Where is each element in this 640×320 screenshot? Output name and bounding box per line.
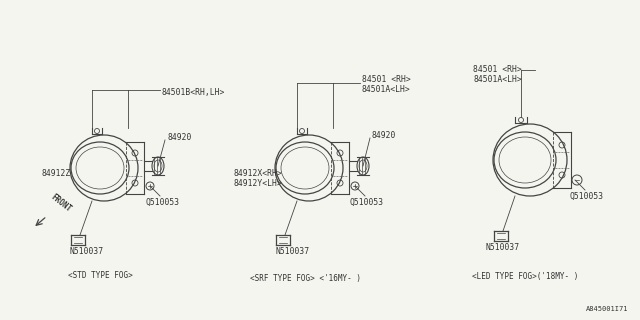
Text: 84912X<RH>: 84912X<RH> xyxy=(233,169,282,178)
Text: 84920: 84920 xyxy=(372,132,396,140)
Text: 84501A<LH>: 84501A<LH> xyxy=(473,76,522,84)
Text: 84912Z: 84912Z xyxy=(42,169,71,178)
Text: 84501A<LH>: 84501A<LH> xyxy=(362,85,411,94)
Text: 84912Y<LH>: 84912Y<LH> xyxy=(233,179,282,188)
Text: N510037: N510037 xyxy=(70,246,104,255)
Text: <LED TYPE FOG>('18MY- ): <LED TYPE FOG>('18MY- ) xyxy=(472,271,578,281)
Text: Q510053: Q510053 xyxy=(145,197,179,206)
Text: 84501B<RH,LH>: 84501B<RH,LH> xyxy=(162,87,225,97)
Text: <STD TYPE FOG>: <STD TYPE FOG> xyxy=(68,271,132,281)
Text: N510037: N510037 xyxy=(275,246,309,255)
Text: Q510053: Q510053 xyxy=(570,191,604,201)
Text: 84501 <RH>: 84501 <RH> xyxy=(362,75,411,84)
Text: FRONT: FRONT xyxy=(49,193,73,214)
Text: 84920: 84920 xyxy=(167,133,191,142)
Text: N510037: N510037 xyxy=(485,243,519,252)
Text: <SRF TYPE FOG> <'16MY- ): <SRF TYPE FOG> <'16MY- ) xyxy=(250,274,360,283)
Text: A845001I71: A845001I71 xyxy=(586,306,628,312)
Text: Q510053: Q510053 xyxy=(350,197,384,206)
Text: 84501 <RH>: 84501 <RH> xyxy=(473,66,522,75)
